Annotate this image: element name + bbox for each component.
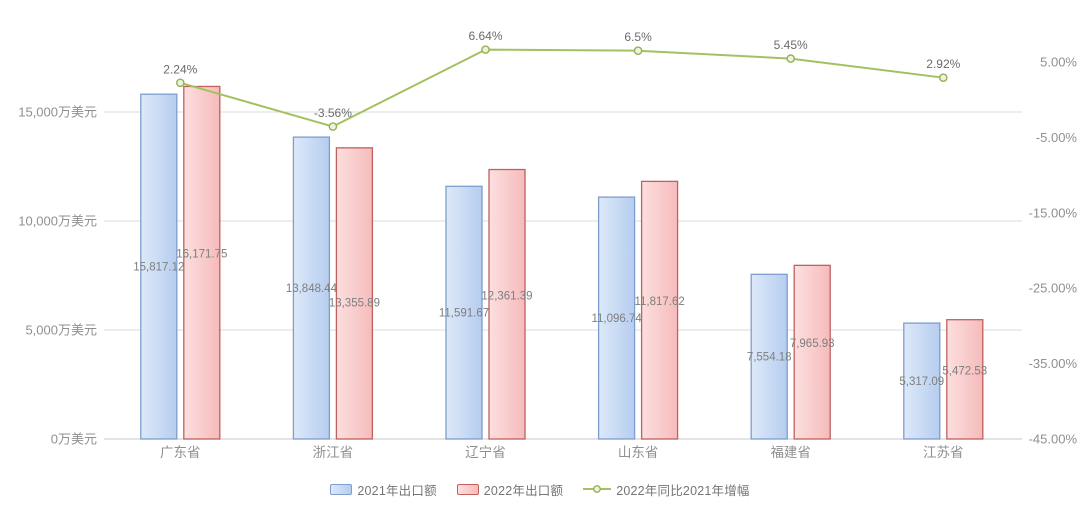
bar-value-label-2022: 5,472.53 (942, 365, 987, 377)
growth-value-label: 6.5% (624, 30, 652, 44)
growth-value-label: 6.64% (468, 29, 502, 43)
right-axis-tick-label: -45.00% (1029, 432, 1078, 447)
legend-label-growth: 2022年同比2021年增幅 (616, 483, 750, 498)
category-label: 广东省 (160, 445, 201, 460)
category-label: 山东省 (618, 445, 659, 460)
bar-value-label-2021: 13,848.44 (286, 283, 338, 295)
legend-swatch-growth-line (583, 485, 612, 493)
bar-2022 (183, 85, 221, 440)
category-label: 浙江省 (313, 445, 354, 460)
growth-line-marker (481, 45, 490, 54)
category-label: 福建省 (770, 445, 811, 460)
growth-line-marker (328, 122, 338, 131)
growth-line-group (175, 45, 948, 131)
bar-value-label-2022: 7,965.93 (790, 338, 835, 350)
legend-label-2022: 2022年出口额 (483, 483, 564, 498)
bar-2022 (488, 168, 526, 440)
bar-value-label-2021: 15,817.12 (133, 262, 184, 274)
growth-line-marker (939, 73, 948, 82)
right-axis-tick-label: -15.00% (1029, 205, 1078, 220)
growth-line-marker (633, 46, 643, 55)
bar-2021 (903, 322, 941, 440)
growth-value-label: 5.45% (774, 38, 808, 52)
legend: 2021年出口额 2022年出口额 2022年同比2021年增幅 (0, 479, 1080, 499)
bar-value-label-2021: 7,554.18 (747, 352, 792, 364)
right-axis-tick-label: -25.00% (1029, 281, 1078, 296)
bar-value-label-2022: 16,171.75 (176, 249, 227, 261)
bar-value-label-2021: 5,317.09 (899, 376, 944, 388)
category-label: 辽宁省 (465, 444, 506, 460)
bar-2022 (946, 319, 984, 440)
bar-value-label-2022: 13,355.89 (329, 297, 380, 309)
growth-line-marker (175, 78, 185, 88)
legend-swatch-2022-bar (456, 483, 479, 495)
growth-value-label: 2.24% (163, 62, 197, 76)
bar-2021 (445, 185, 483, 440)
growth-line (180, 48, 944, 128)
left-axis-tick-label: 5,000万美元 (25, 323, 97, 338)
legend-item-growth: 2022年同比2021年增幅 (583, 480, 749, 499)
labels-group: 0万美元 5,000万美元 10,000万美元 15,000万美元 5.00% -5.00… (18, 29, 1077, 460)
growth-value-label: -3.56% (314, 106, 352, 120)
gridlines-group (104, 111, 1022, 440)
bar-2022 (640, 180, 679, 440)
left-axis-tick-label: 0万美元 (51, 432, 97, 447)
bar-value-label-2021: 11,096.74 (591, 313, 642, 325)
bar-value-label-2021: 11,591.67 (439, 308, 489, 320)
bar-2022 (335, 147, 374, 440)
right-axis-tick-label: -5.00% (1036, 130, 1078, 145)
category-label: 江苏省 (923, 445, 964, 460)
left-axis-tick-label: 10,000万美元 (18, 214, 97, 229)
bar-2022 (793, 264, 831, 440)
growth-line-marker (786, 54, 796, 63)
bar-value-label-2022: 12,361.39 (481, 290, 532, 302)
right-axis-tick-label: 5.00% (1040, 55, 1077, 70)
left-axis-tick-label: 15,000万美元 (18, 105, 97, 120)
bar-2021 (292, 136, 331, 440)
legend-swatch-2021-bar (330, 483, 353, 495)
legend-label-2021: 2021年出口额 (357, 483, 437, 498)
legend-item-2021: 2021年出口额 (330, 480, 437, 499)
right-axis-tick-label: -35.00% (1029, 356, 1078, 371)
growth-value-label: 2.92% (926, 57, 960, 71)
bar-value-label-2022: 11,817.62 (634, 296, 684, 308)
bar-2021 (140, 93, 178, 440)
legend-item-2022: 2022年出口额 (456, 480, 564, 499)
bars-group (140, 85, 984, 440)
bar-2021 (597, 196, 636, 440)
bar-2021 (750, 273, 788, 440)
